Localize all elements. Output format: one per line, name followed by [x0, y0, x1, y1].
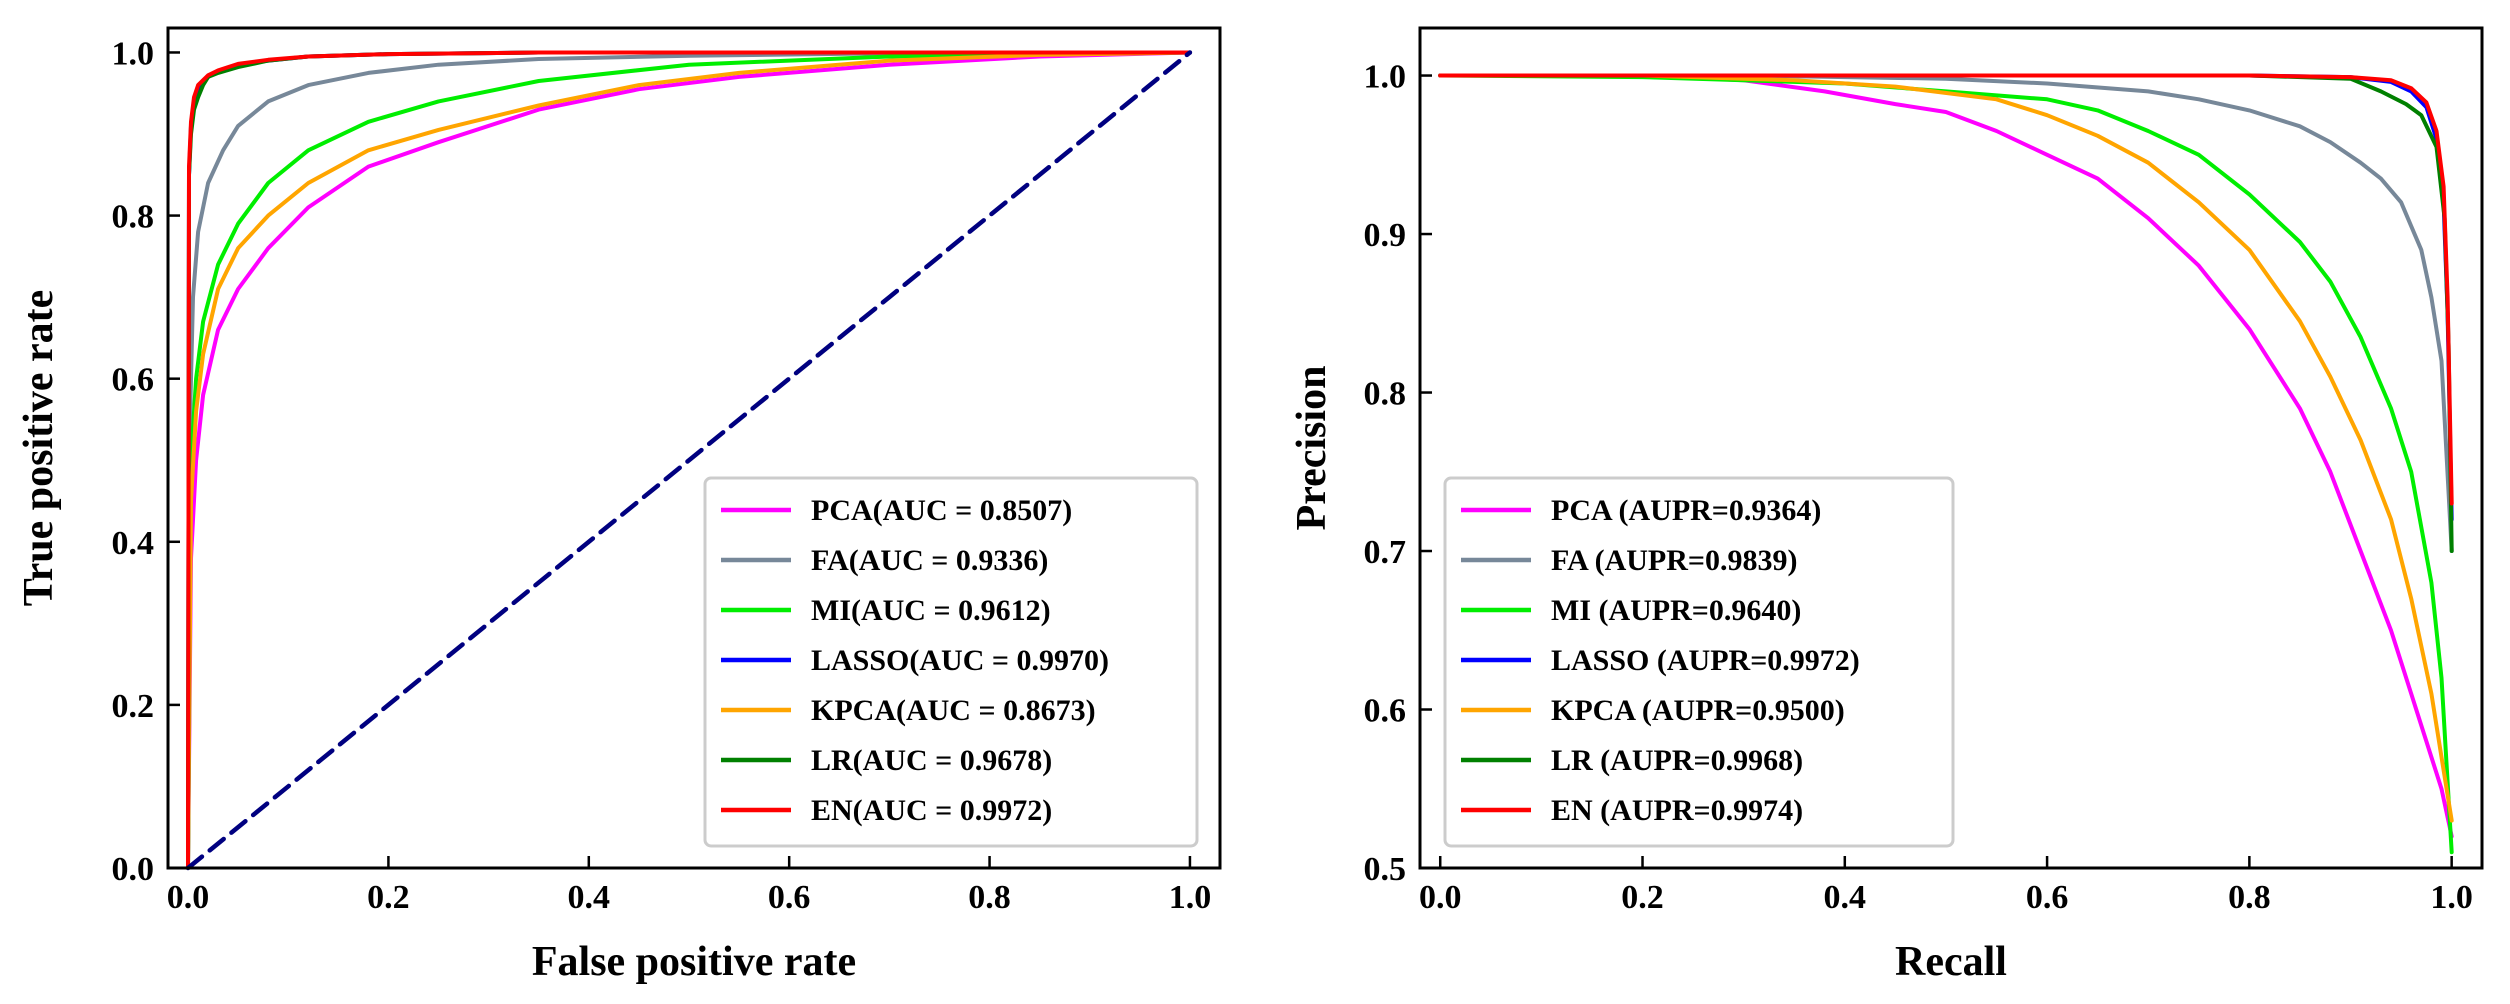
roc-y-tick-label: 0.4: [112, 525, 155, 562]
pr-x-tick-label: 0.2: [1621, 879, 1664, 916]
roc-ticks: 0.0 0.2 0.4 0.6 0.8 1.0 0.0 0.2 0.4 0.6 0.8 1.0: [112, 35, 1212, 916]
roc-x-tick-label: 0.4: [568, 879, 611, 916]
pr-legend-label: LR (AUPR=0.9968): [1551, 744, 1803, 777]
roc-x-tick-label: 0.2: [367, 879, 410, 916]
pr-series-line-pca: [1438, 73, 2454, 839]
pr-y-tick-label: 0.6: [1364, 693, 1407, 730]
roc-x-tick-label: 0.6: [768, 879, 811, 916]
roc-panel: 0.0 0.2 0.4 0.6 0.8 1.0 0.0 0.2 0.4 0.6 0.8 1.0 Fal…: [16, 26, 1222, 985]
pr-x-tick-label: 0.6: [2026, 879, 2069, 916]
pr-legend-box: [1443, 476, 1955, 848]
roc-series-line-en: [186, 50, 1192, 870]
roc-legend-label: KPCA(AUC = 0.8673): [811, 694, 1096, 727]
roc-legend-label: EN(AUC = 0.9972): [811, 794, 1052, 827]
roc-legend-box: [703, 476, 1199, 848]
pr-x-tick-label: 0.4: [1824, 879, 1867, 916]
roc-legend-label: FA(AUC = 0.9336): [811, 544, 1048, 577]
pr-x-tick-label: 0.8: [2228, 879, 2271, 916]
pr-legend-label: KPCA (AUPR=0.9500): [1551, 694, 1845, 727]
roc-legend-label: LR(AUC = 0.9678): [811, 744, 1052, 777]
pr-x-tick-label: 1.0: [2430, 879, 2473, 916]
pr-series-line-fa: [1438, 73, 2454, 553]
roc-series: [185, 50, 1193, 871]
pr-series: [1438, 73, 2454, 855]
roc-y-tick-label: 0.0: [112, 851, 155, 888]
roc-y-tick-label: 0.6: [112, 362, 155, 399]
pr-y-axis-title: Precision: [1289, 366, 1335, 531]
pr-y-tick-label: 0.8: [1364, 376, 1407, 413]
pr-legend-label: PCA (AUPR=0.9364): [1551, 494, 1821, 527]
roc-legend: PCA(AUC = 0.8507) FA(AUC = 0.9336) MI(AUC …: [703, 476, 1199, 848]
pr-y-tick-label: 1.0: [1364, 59, 1407, 96]
roc-series-line-pca: [186, 50, 1192, 870]
pr-plot-frame: [1418, 26, 2484, 870]
pr-series-line-kpca: [1438, 73, 2454, 823]
pr-legend: PCA (AUPR=0.9364) FA (AUPR=0.9839) MI (AUP…: [1443, 476, 1955, 848]
roc-y-tick-label: 0.2: [112, 688, 155, 725]
pr-legend-label: EN (AUPR=0.9974): [1551, 794, 1803, 827]
roc-x-tick-label: 1.0: [1169, 879, 1212, 916]
pr-y-tick-label: 0.5: [1364, 851, 1407, 888]
roc-legend-label: PCA(AUC = 0.8507): [811, 494, 1072, 527]
roc-series-line-kpca: [186, 50, 1192, 870]
roc-legend-label: LASSO(AUC = 0.9970): [811, 644, 1109, 677]
pr-series-line-en: [1438, 73, 2454, 506]
roc-plot-frame: [166, 26, 1222, 870]
roc-series-line-fa: [186, 50, 1192, 870]
pr-y-tick-label: 0.9: [1364, 217, 1407, 254]
roc-y-tick-label: 0.8: [112, 199, 155, 236]
pr-legend-label: FA (AUPR=0.9839): [1551, 544, 1798, 577]
pr-x-axis-title: Recall: [1895, 939, 2007, 985]
roc-legend-label: MI(AUC = 0.9612): [811, 594, 1051, 627]
pr-y-tick-label: 0.7: [1364, 534, 1407, 571]
roc-y-tick-label: 1.0: [112, 35, 155, 72]
pr-legend-label: MI (AUPR=0.9640): [1551, 594, 1801, 627]
pr-x-tick-label: 0.0: [1419, 879, 1462, 916]
roc-series-line-mi: [186, 50, 1192, 870]
roc-x-tick-label: 0.0: [167, 879, 210, 916]
roc-x-tick-label: 0.8: [968, 879, 1011, 916]
roc-x-axis-title: False positive rate: [532, 939, 856, 985]
pr-legend-label: LASSO (AUPR=0.9972): [1551, 644, 1860, 677]
roc-y-axis-title: True positive rate: [16, 290, 62, 606]
pr-panel: 0.0 0.2 0.4 0.6 0.8 1.0 0.5 0.6 0.7 0.8 0.9 1.0 Rec…: [1289, 26, 2484, 985]
roc-series-line-chance: [185, 50, 1193, 871]
